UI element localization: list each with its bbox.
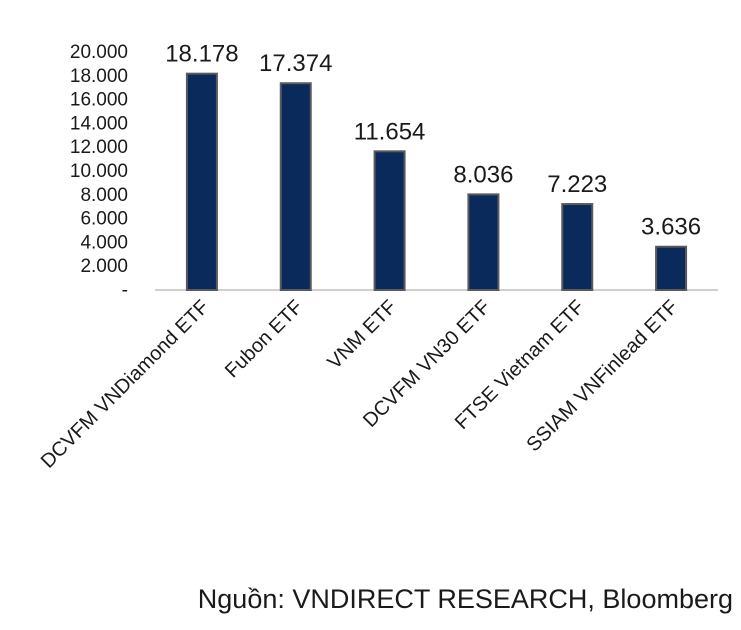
y-tick-label: 18.000 xyxy=(70,66,128,87)
bar xyxy=(655,245,688,291)
y-tick-label: 6.000 xyxy=(80,209,128,230)
source-note: Nguồn: VNDIRECT RESEARCH, Bloomberg xyxy=(197,584,733,614)
y-tick-label: 14.000 xyxy=(70,113,128,134)
y-tick-label: 16.000 xyxy=(70,90,128,111)
data-label: 3.636 xyxy=(641,214,701,241)
data-labels: 18.178 17.374 11.654 8.036 7.223 3.636 xyxy=(165,41,701,241)
y-tick-label: - xyxy=(122,280,128,301)
category-label: VNM ETF xyxy=(323,296,401,374)
data-label: 8.036 xyxy=(453,161,513,188)
y-tick-label: 4.000 xyxy=(80,232,128,253)
y-tick-label: 12.000 xyxy=(70,137,128,158)
bar xyxy=(373,150,406,291)
bar xyxy=(279,82,312,291)
data-label: 11.654 xyxy=(354,118,426,145)
y-tick-label: 8.000 xyxy=(80,185,128,206)
bars xyxy=(185,72,688,292)
bar-chart: -2.0004.0006.0008.00010.00012.00014.0001… xyxy=(37,41,718,473)
data-label: 7.223 xyxy=(547,171,607,198)
category-label: SSIAM VNFinlead ETF xyxy=(522,296,682,456)
bar xyxy=(467,193,500,291)
category-label: DCVFM VNDiamond ETF xyxy=(37,296,214,473)
y-tick-label: 20.000 xyxy=(70,42,128,63)
bar xyxy=(185,72,218,292)
y-tick-label: 10.000 xyxy=(70,161,128,182)
category-label: Fubon ETF xyxy=(221,296,307,382)
x-axis-category-labels: DCVFM VNDiamond ETF Fubon ETF VNM ETFDCVFM… xyxy=(37,296,683,473)
y-axis: -2.0004.0006.0008.00010.00012.00014.0001… xyxy=(70,42,128,301)
data-label: 17.374 xyxy=(259,50,332,77)
y-tick-label: 2.000 xyxy=(80,256,128,277)
bar xyxy=(561,203,594,291)
data-label: 18.178 xyxy=(165,41,238,68)
